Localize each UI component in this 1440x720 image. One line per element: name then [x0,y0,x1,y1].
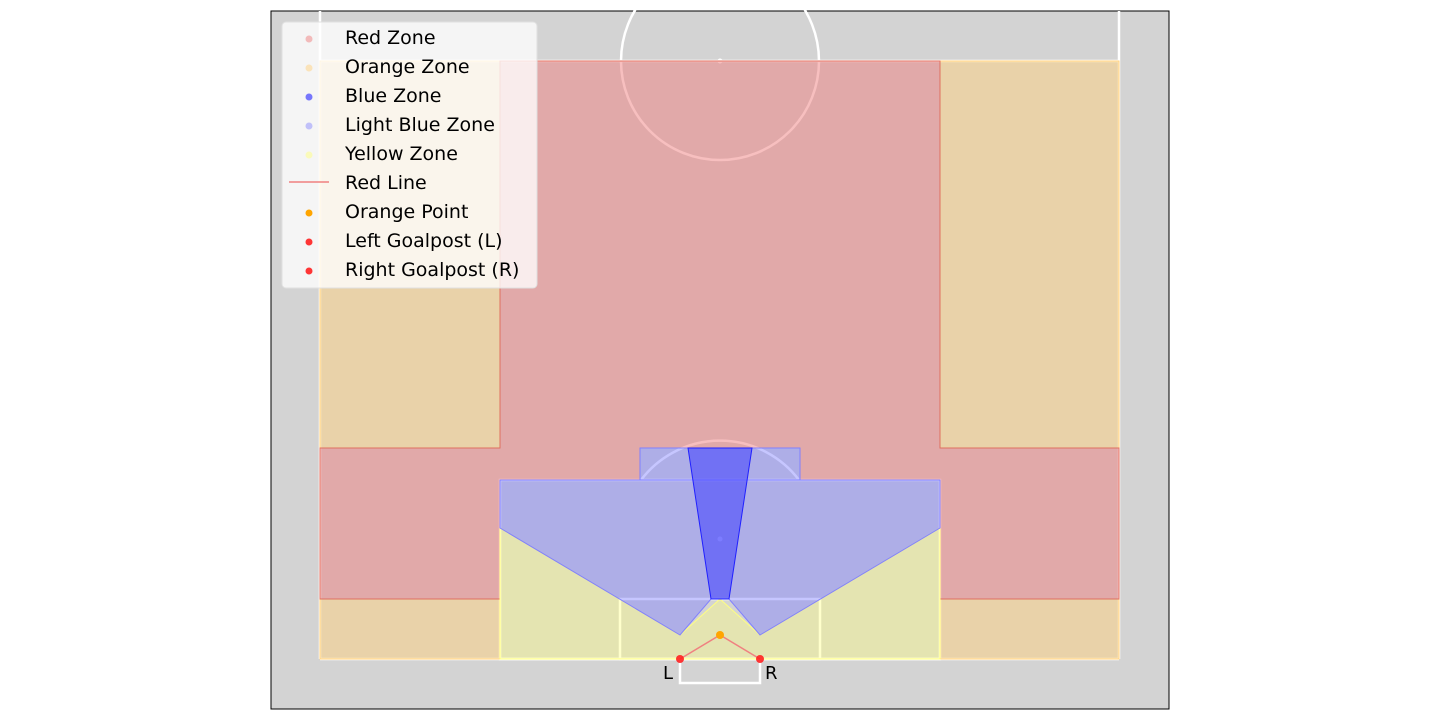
legend-label-left-goalpost-l: Left Goalpost (L) [345,230,503,252]
legend-item-red-zone: Red Zone [305,27,436,49]
red-line-left [679,634,721,660]
legend-marker-yellow-zone [305,151,313,159]
legend-marker-red-zone [305,35,313,43]
legend-item-left-goalpost-l: Left Goalpost (L) [305,230,503,252]
right-goalpost [756,655,764,663]
orange-point [716,631,724,639]
legend-marker-light-blue-zone [305,122,313,130]
legend-marker-orange-point [305,209,313,217]
legend-marker-orange-zone [305,64,313,72]
legend-item-red-line: Red Line [289,172,427,194]
orange-zone-right [939,60,1120,449]
legend-marker-left-goalpost-l [305,238,313,246]
legend-label-orange-point: Orange Point [345,201,468,223]
legend-box [281,21,538,289]
legend-label-blue-zone: Blue Zone [345,85,441,107]
red-line [679,634,761,660]
legend-item-light-blue-zone: Light Blue Zone [305,114,495,136]
blue-zone [687,447,753,600]
legend-item-orange-point: Orange Point [305,201,468,223]
legend-label-red-zone: Red Zone [345,27,436,49]
legend-item-blue-zone: Blue Zone [305,85,441,107]
legend-item-yellow-zone: Yellow Zone [305,143,458,165]
legend-marker-right-goalpost-r [305,267,313,275]
orange-zone-bottom-left [319,598,501,660]
legend-label-red-line: Red Line [345,172,427,194]
legend-label-right-goalpost-r: Right Goalpost (R) [345,259,519,281]
legend: Red Zone Orange Zone Blue Zone Light Blue Z… [281,21,538,289]
legend-items: Red Zone Orange Zone Blue Zone Light Blue Z… [289,27,519,281]
legend-item-orange-zone: Orange Zone [305,56,470,78]
right-goalpost-label: R [765,663,778,684]
legend-label-yellow-zone: Yellow Zone [344,143,458,165]
legend-label-light-blue-zone: Light Blue Zone [345,114,495,136]
left-goalpost [676,655,684,663]
legend-item-right-goalpost-r: Right Goalpost (R) [305,259,519,281]
left-goalpost-label: L [663,663,673,684]
red-line-right [719,634,761,660]
orange-zone-bottom-right [939,598,1120,660]
legend-label-orange-zone: Orange Zone [345,56,470,78]
legend-marker-blue-zone [305,93,313,101]
